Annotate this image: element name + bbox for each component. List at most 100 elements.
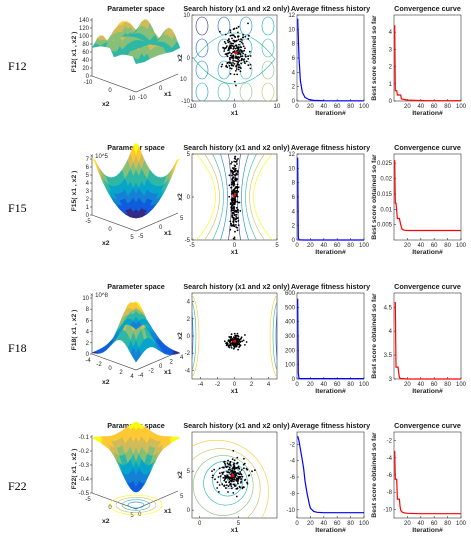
search-point [231, 37, 233, 40]
param-space-ztick-label: 0 [86, 352, 90, 358]
convergence-panel: Convergence curve 20 40 60 80 100 -10 -8 -6 -4 -2 I… [371, 421, 467, 534]
search-point [236, 57, 239, 60]
convergence-xtick-label: 100 [456, 243, 467, 249]
average-fitness-xlabel: Iteration# [315, 527, 346, 534]
search-point [237, 341, 240, 343]
search-point [239, 472, 242, 475]
average-fitness-xtick-label: 40 [320, 104, 327, 110]
search-point [239, 70, 242, 73]
search-best-point [233, 193, 236, 197]
search-contour [239, 82, 253, 101]
search-point [230, 162, 232, 165]
search-contour [212, 154, 224, 240]
param-space-zlabel: F15( x1 , x2 ) [71, 171, 78, 212]
search-point [237, 35, 239, 38]
average-fitness-ytick-label: 100 [285, 363, 296, 369]
search-point [236, 462, 238, 465]
average-fitness-ytick-label: -10 [286, 508, 295, 514]
search-point [232, 59, 235, 62]
param-space-xtick-label: 2 [170, 360, 174, 366]
search-point [232, 216, 235, 219]
search-ytick-label: 4 [187, 300, 191, 306]
search-point [231, 170, 234, 172]
convergence-series-line [394, 302, 461, 380]
search-point [238, 467, 241, 470]
average-fitness-xtick-label: 20 [307, 243, 314, 249]
search-point [240, 480, 243, 483]
param-space-ylabel: x2 [102, 518, 110, 525]
search-point [237, 348, 240, 351]
search-point [211, 470, 213, 472]
search-point [227, 459, 229, 462]
search-point [227, 471, 230, 473]
search-point [242, 463, 245, 466]
search-point [234, 174, 237, 177]
convergence-ytick-label: -6 [387, 473, 393, 479]
search-point [232, 472, 235, 475]
search-point [233, 173, 235, 176]
search-point [229, 154, 231, 155]
param-space-ylabel: x2 [102, 379, 110, 386]
search-point [236, 343, 239, 346]
search-history-panel: Search history (x1 and x2 only) -4 -2 0 2 4 -4… [177, 282, 290, 395]
param-space-xtick-label: -2 [149, 369, 155, 375]
param-space-ztick-label: 3 [86, 189, 90, 195]
search-point [232, 28, 235, 31]
search-point [233, 35, 236, 38]
convergence-ytick-label: 0 [389, 99, 393, 105]
row-label: F18 [8, 341, 27, 355]
search-contour [196, 154, 216, 240]
param-space-surface [91, 142, 181, 219]
search-point [236, 487, 239, 489]
search-contour [195, 60, 209, 80]
search-point [247, 22, 249, 25]
surface-patch [97, 165, 104, 179]
search-point [245, 60, 248, 63]
search-point [233, 464, 236, 467]
search-point [244, 47, 246, 50]
search-point [231, 34, 234, 37]
convergence-ytick-label: -2 [387, 439, 393, 445]
search-history-panel: Search history (x1 and x2 only) -10 0 10 -10… [177, 4, 290, 117]
search-point [242, 36, 245, 38]
search-point [237, 56, 240, 58]
search-point [235, 193, 238, 195]
convergence-xtick-label: 80 [444, 382, 451, 388]
average-fitness-ytick-label: 2 [292, 85, 296, 91]
search-ytick-label: 0 [187, 56, 191, 62]
search-point [240, 38, 242, 41]
search-point [234, 485, 237, 487]
search-point [234, 152, 236, 154]
search-point [247, 64, 250, 67]
search-ytick-label: 0 [187, 195, 191, 201]
search-ylabel: x2 [177, 193, 184, 201]
param-space-title: Parameter space [107, 4, 165, 13]
search-point [237, 209, 239, 212]
search-point [231, 458, 234, 460]
convergence-xtick-label: 80 [444, 243, 451, 249]
search-xtick-label: 0 [233, 243, 237, 249]
average-fitness-xtick-label: 40 [320, 243, 327, 249]
search-point [238, 52, 240, 54]
search-point [240, 337, 242, 340]
search-point [216, 481, 219, 484]
search-point [228, 57, 231, 60]
convergence-ytick-label: 3.5 [384, 353, 393, 359]
param-space-xtick-label: 0 [159, 225, 163, 231]
convergence-xtick-label: 80 [444, 104, 451, 110]
search-point [234, 167, 237, 170]
average-fitness-xtick-label: 80 [347, 382, 354, 388]
search-point [243, 457, 245, 460]
search-point [229, 461, 232, 464]
search-point [226, 45, 228, 47]
param-space-xlabel: x1 [164, 91, 172, 98]
search-point [233, 207, 236, 210]
param-space-title: Parameter space [107, 282, 165, 291]
convergence-xtick-label: 100 [456, 521, 467, 527]
param-space-surface [91, 421, 181, 493]
search-point [233, 169, 236, 171]
search-best-point [233, 339, 236, 343]
param-space-ytick-label: -4 [85, 358, 91, 364]
param-space-ztick-label: 100 [79, 34, 90, 40]
search-point [231, 225, 233, 227]
